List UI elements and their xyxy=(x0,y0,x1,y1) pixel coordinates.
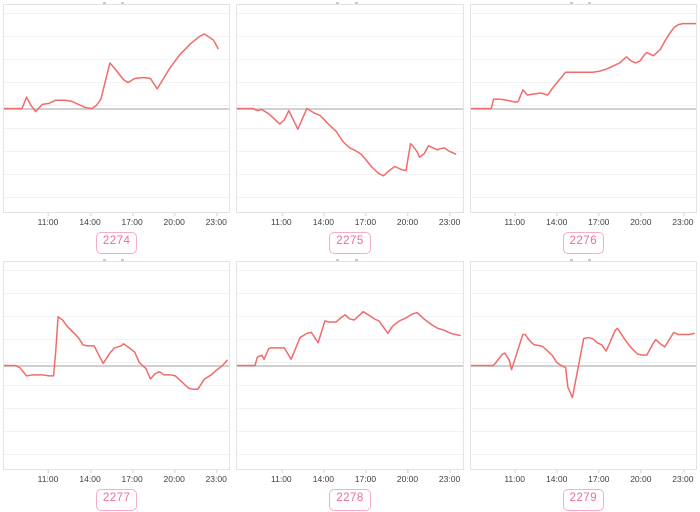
badge-row: 2275 xyxy=(236,232,463,254)
badge-row: 2276 xyxy=(470,232,697,254)
badge-row: 2277 xyxy=(3,489,230,511)
baseline-zero-line xyxy=(4,364,230,367)
price-line xyxy=(237,109,456,176)
sparkline-chart xyxy=(236,261,464,470)
x-axis: 11:00 14:00 17:00 20:00 23:00 xyxy=(470,213,697,229)
x-tick-label: 14:00 xyxy=(546,470,568,484)
x-tick-label: 17:00 xyxy=(354,213,377,227)
x-axis: 11:00 14:00 17:00 20:00 23:00 xyxy=(236,213,463,229)
clipped-title-fragment xyxy=(3,257,230,261)
line-chart-svg xyxy=(471,262,696,469)
chart-id-badge[interactable]: 2275 xyxy=(329,232,371,254)
x-axis: 11:00 14:00 17:00 20:00 23:00 xyxy=(236,470,463,486)
line-chart-svg xyxy=(237,5,462,212)
sparkline-chart xyxy=(3,261,231,470)
baseline-zero-line xyxy=(237,107,463,110)
x-tick-label: 11:00 xyxy=(37,213,59,227)
x-tick-label: 20:00 xyxy=(396,213,419,227)
baseline-zero-line xyxy=(470,364,696,367)
sparkline-chart xyxy=(3,4,231,213)
x-tick-label: 14:00 xyxy=(546,213,568,227)
sparkline-chart xyxy=(469,4,697,213)
sparkline-chart xyxy=(236,4,464,213)
chart-id-badge[interactable]: 2278 xyxy=(329,489,371,511)
chart-id-badge[interactable]: 2279 xyxy=(562,489,605,511)
x-tick-label: 20:00 xyxy=(630,470,652,484)
x-tick-label: 17:00 xyxy=(588,470,610,484)
chart-cell: 11:00 14:00 17:00 20:00 23:00 2277 xyxy=(3,257,231,511)
x-tick-label: 23:00 xyxy=(672,213,694,227)
clipped-title-fragment xyxy=(470,257,697,261)
chart-id-label: 2275 xyxy=(336,235,364,247)
chart-id-badge[interactable]: 2276 xyxy=(562,232,605,254)
price-line xyxy=(4,317,227,389)
x-tick-label: 11:00 xyxy=(37,470,59,484)
x-tick-label: 11:00 xyxy=(271,213,292,227)
line-chart-svg xyxy=(237,262,462,469)
x-tick-label: 20:00 xyxy=(163,470,185,484)
baseline-zero-line xyxy=(4,107,230,110)
x-tick-label: 14:00 xyxy=(312,470,335,484)
price-line xyxy=(4,34,218,112)
badge-row: 2279 xyxy=(470,489,697,511)
x-tick-label: 17:00 xyxy=(354,470,377,484)
x-tick-label: 20:00 xyxy=(163,213,185,227)
chart-id-label: 2274 xyxy=(102,235,131,247)
price-line xyxy=(471,328,694,397)
badge-row: 2278 xyxy=(236,489,463,511)
chart-cell: 11:00 14:00 17:00 20:00 23:00 2274 xyxy=(3,0,231,254)
badge-row: 2274 xyxy=(3,232,230,254)
x-tick-label: 17:00 xyxy=(121,470,143,484)
chart-id-label: 2276 xyxy=(569,235,598,247)
chart-cell: 11:00 14:00 17:00 20:00 23:00 2279 xyxy=(469,257,697,511)
x-axis: 11:00 14:00 17:00 20:00 23:00 xyxy=(470,470,697,486)
x-tick-label: 23:00 xyxy=(438,213,461,227)
x-tick-label: 17:00 xyxy=(121,213,143,227)
clipped-title-fragment xyxy=(470,0,697,4)
x-tick-label: 20:00 xyxy=(630,213,652,227)
clipped-title-fragment xyxy=(236,257,463,261)
chart-cell: 11:00 14:00 17:00 20:00 23:00 2276 xyxy=(469,0,697,254)
x-tick-label: 20:00 xyxy=(396,470,419,484)
line-chart-svg xyxy=(4,262,229,469)
x-tick-label: 23:00 xyxy=(672,470,694,484)
baseline-zero-line xyxy=(470,107,696,110)
x-tick-label: 14:00 xyxy=(79,470,101,484)
x-tick-label: 11:00 xyxy=(271,470,292,484)
x-tick-label: 23:00 xyxy=(438,470,461,484)
x-tick-label: 23:00 xyxy=(205,213,227,227)
sparkline-chart xyxy=(469,261,697,470)
clipped-title-fragment xyxy=(236,0,463,4)
chart-id-label: 2279 xyxy=(569,492,598,504)
chart-cell: 11:00 14:00 17:00 20:00 23:00 2275 xyxy=(236,0,464,254)
clipped-title-fragment xyxy=(3,0,230,4)
x-axis: 11:00 14:00 17:00 20:00 23:00 xyxy=(3,470,230,486)
x-tick-label: 11:00 xyxy=(504,213,525,227)
price-line xyxy=(471,24,696,109)
chart-id-badge[interactable]: 2274 xyxy=(95,232,138,254)
x-tick-label: 11:00 xyxy=(504,470,525,484)
line-chart-svg xyxy=(471,5,696,212)
chart-id-label: 2278 xyxy=(336,492,364,504)
x-tick-label: 14:00 xyxy=(312,213,335,227)
chart-cell: 11:00 14:00 17:00 20:00 23:00 2278 xyxy=(236,257,464,511)
x-tick-label: 23:00 xyxy=(205,470,227,484)
chart-id-badge[interactable]: 2277 xyxy=(95,489,138,511)
chart-id-label: 2277 xyxy=(102,492,131,504)
x-axis: 11:00 14:00 17:00 20:00 23:00 xyxy=(3,213,230,229)
x-tick-label: 17:00 xyxy=(588,213,610,227)
baseline-zero-line xyxy=(237,364,463,367)
line-chart-svg xyxy=(4,5,229,212)
price-line xyxy=(237,312,460,366)
x-tick-label: 14:00 xyxy=(79,213,101,227)
